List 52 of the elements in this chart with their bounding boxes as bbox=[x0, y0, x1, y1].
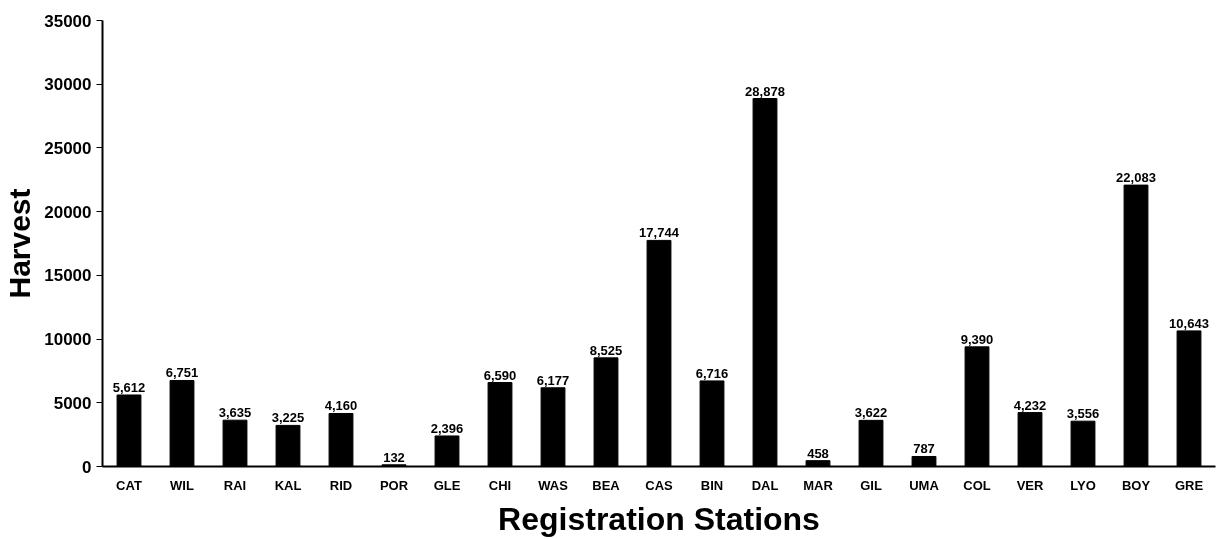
x-tick-label: GLE bbox=[433, 477, 461, 493]
data-label: 3,622 bbox=[854, 405, 888, 421]
data-label: 132 bbox=[383, 449, 405, 465]
data-label: 28,878 bbox=[745, 83, 785, 99]
y-tick-label: 25000 bbox=[44, 138, 92, 158]
data-label: 6,716 bbox=[695, 365, 729, 381]
data-label: 458 bbox=[807, 445, 829, 461]
x-tick-label: CAS bbox=[645, 477, 674, 493]
x-tick-label: RID bbox=[329, 477, 353, 493]
x-tick-label: UMA bbox=[909, 477, 940, 493]
y-tick-label: 20000 bbox=[44, 202, 92, 222]
data-label: 17,744 bbox=[639, 225, 680, 241]
data-label: 5,612 bbox=[112, 379, 146, 395]
x-tick-label: BOY bbox=[1121, 477, 1151, 493]
data-label: 6,590 bbox=[483, 367, 517, 383]
y-tick-label: 0 bbox=[82, 457, 92, 477]
y-tick-label: 35000 bbox=[44, 11, 92, 31]
x-tick-label: BEA bbox=[592, 477, 621, 493]
data-label: 3,556 bbox=[1066, 406, 1100, 422]
data-label: 2,396 bbox=[430, 420, 464, 436]
x-tick-label: GRE bbox=[1174, 477, 1204, 493]
x-tick-label: LYO bbox=[1070, 477, 1096, 493]
data-label: 787 bbox=[913, 441, 935, 457]
data-label: 3,225 bbox=[271, 410, 305, 426]
data-label: 9,390 bbox=[960, 331, 994, 347]
data-label: 4,160 bbox=[324, 398, 358, 414]
x-tick-label: VER bbox=[1016, 477, 1044, 493]
y-tick-label: 5000 bbox=[53, 393, 92, 413]
x-tick-label: MAR bbox=[803, 477, 834, 493]
x-tick-label: RAI bbox=[223, 477, 247, 493]
data-label: 8,525 bbox=[589, 342, 623, 358]
x-tick-label: CAT bbox=[116, 477, 142, 493]
x-tick-label: DAL bbox=[751, 477, 779, 493]
data-label: 22,083 bbox=[1116, 170, 1156, 186]
x-tick-label: WIL bbox=[170, 477, 194, 493]
data-label: 4,232 bbox=[1013, 397, 1047, 413]
x-tick-label: BIN bbox=[700, 477, 724, 493]
y-tick-label: 15000 bbox=[44, 266, 92, 286]
data-label: 3,635 bbox=[218, 405, 252, 421]
data-label: 10,643 bbox=[1169, 315, 1209, 331]
x-tick-label: WAS bbox=[538, 477, 569, 493]
x-tick-label: GIL bbox=[860, 477, 882, 493]
x-tick-label: CHI bbox=[488, 477, 512, 493]
x-axis-title: Registration Stations bbox=[498, 500, 820, 537]
x-tick-label: KAL bbox=[274, 477, 302, 493]
x-tick-label: COL bbox=[963, 477, 991, 493]
y-tick-label: 10000 bbox=[44, 330, 92, 350]
data-label: 6,751 bbox=[165, 365, 199, 381]
y-tick-label: 30000 bbox=[44, 75, 92, 95]
data-label: 6,177 bbox=[536, 372, 570, 388]
y-axis-title: Harvest bbox=[3, 188, 37, 299]
x-tick-label: POR bbox=[379, 477, 409, 493]
